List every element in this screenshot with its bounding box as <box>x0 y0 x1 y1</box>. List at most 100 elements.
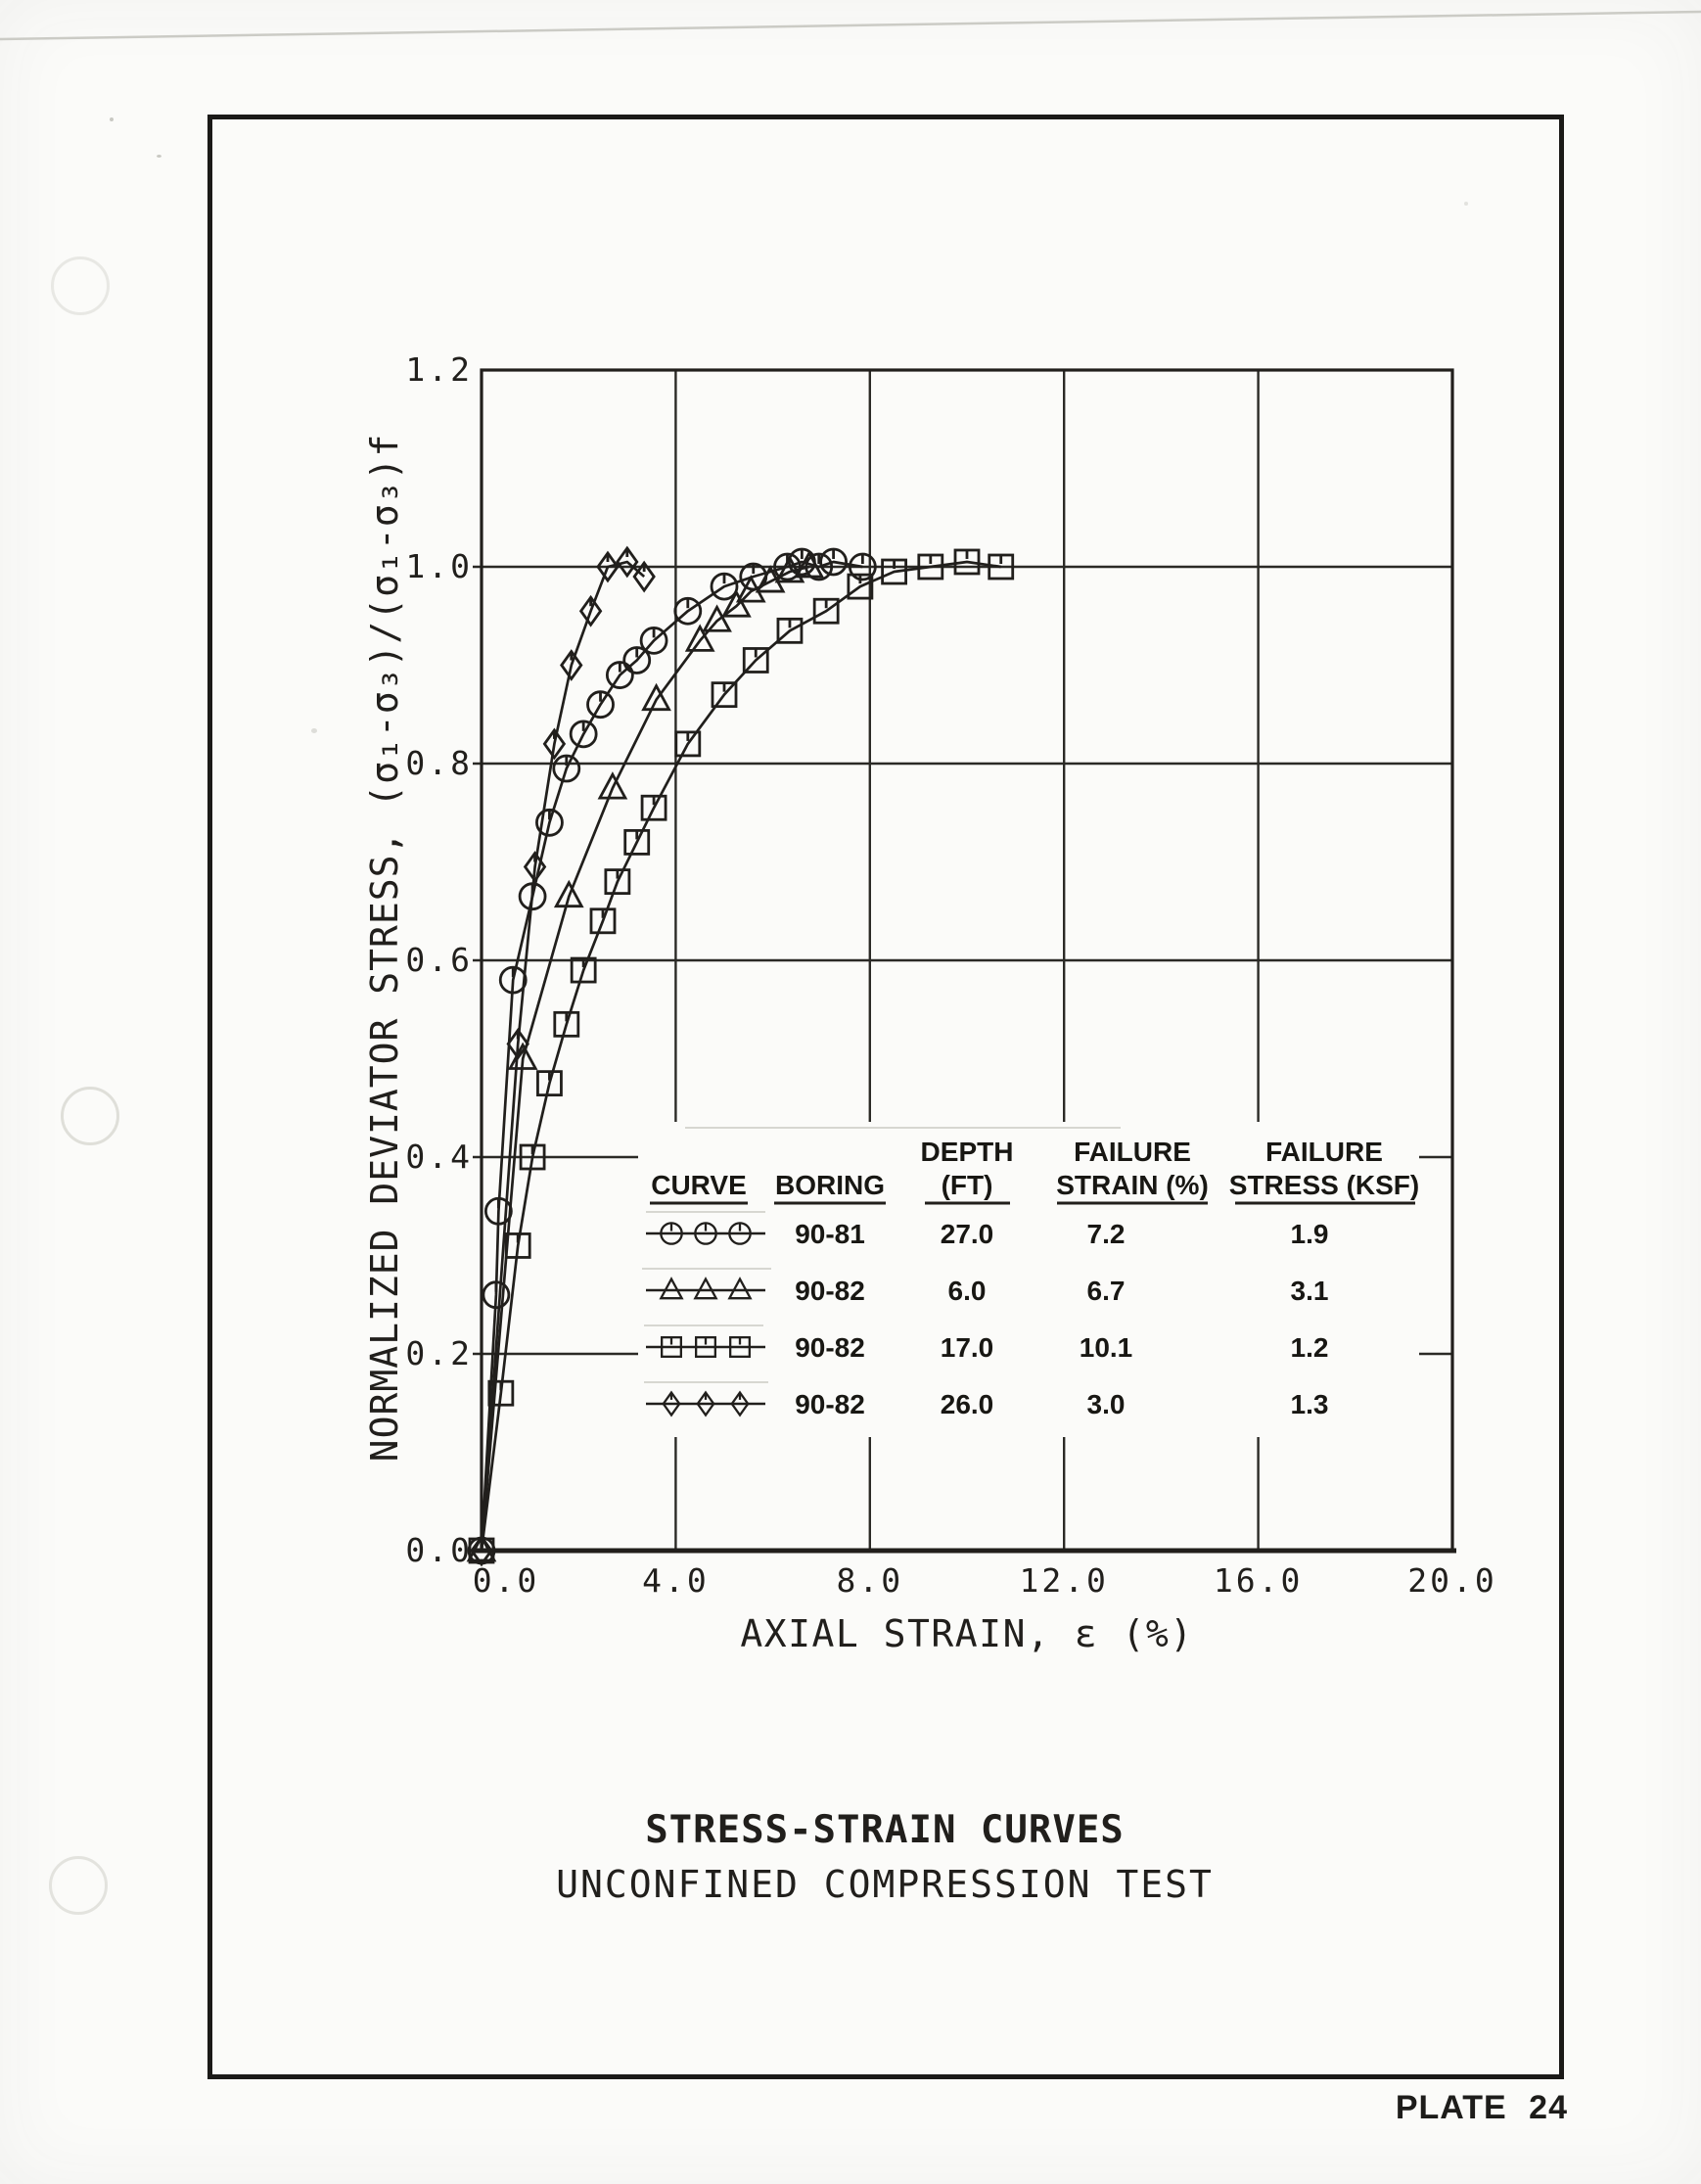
legend-panel <box>638 1122 1419 1437</box>
legend-value-boring: 90-81 <box>795 1219 865 1249</box>
triangle-marker <box>641 682 671 712</box>
circle-marker <box>552 754 581 783</box>
triangle-marker <box>553 879 584 908</box>
circle-marker <box>848 552 877 581</box>
square-marker <box>742 647 769 674</box>
diamond-marker-shape <box>523 851 547 883</box>
legend-value-boring: 90-82 <box>795 1276 865 1306</box>
x-tick-label: 16.0 <box>1214 1561 1303 1600</box>
x-axis-title: AXIAL STRAIN, ε (%) <box>740 1612 1193 1655</box>
circle-marker <box>622 646 652 674</box>
diamond-marker <box>506 1028 529 1060</box>
triangle-marker <box>774 555 805 583</box>
page-border-frame <box>207 115 1564 2079</box>
triangle-marker-shape <box>659 1277 684 1300</box>
legend-value-failure-strain: 3.0 <box>1087 1389 1126 1419</box>
square-marker <box>504 1232 531 1259</box>
legend-value-depth: 6.0 <box>948 1276 987 1306</box>
square-marker <box>674 730 702 758</box>
triangle-marker-shape <box>721 589 752 618</box>
y-tick-label: 0.0 <box>405 1531 473 1569</box>
legend-value-depth: 17.0 <box>941 1332 994 1363</box>
square-marker <box>604 868 631 895</box>
diamond-marker-shape <box>560 649 583 681</box>
hole-punch-top <box>51 256 110 315</box>
circle-marker <box>498 965 528 995</box>
legend-value-depth: 27.0 <box>941 1219 994 1249</box>
diamond-marker-shape <box>730 1390 750 1417</box>
diamond-marker-shape <box>578 594 603 627</box>
y-tick-label: 0.8 <box>405 744 473 782</box>
square-marker <box>812 597 840 625</box>
curve-diamond <box>480 560 646 1552</box>
legend-header-line2: STRESS (KSF) <box>1229 1170 1419 1200</box>
x-tick-label: 4.0 <box>642 1561 710 1600</box>
diamond-marker-shape <box>596 550 620 583</box>
chart-subtitle: UNCONFINED COMPRESSION TEST <box>556 1863 1214 1906</box>
legend-value-failure-strain: 6.7 <box>1087 1276 1126 1306</box>
circle-marker <box>673 596 703 626</box>
square-marker <box>640 794 667 821</box>
square-marker <box>570 956 597 984</box>
square-marker <box>519 1143 546 1171</box>
legend-value-failure-strain: 7.2 <box>1087 1219 1126 1249</box>
square-marker <box>487 1379 515 1407</box>
legend-header-line1: FAILURE <box>1074 1137 1191 1167</box>
triangle-marker-shape <box>693 1277 718 1300</box>
scan-speck <box>110 117 114 121</box>
triangle-marker <box>659 1277 684 1300</box>
scan-speck <box>157 155 161 158</box>
circle-marker-shape <box>660 1222 683 1245</box>
circle-marker <box>586 690 615 720</box>
legend-header-line2: BORING <box>775 1170 885 1200</box>
triangle-marker <box>702 604 732 632</box>
square-marker <box>711 681 738 709</box>
diamond-marker <box>470 1534 493 1567</box>
triangle-marker-shape <box>466 1534 497 1562</box>
diamond-marker <box>542 727 567 761</box>
legend-header-line2: CURVE <box>651 1170 747 1200</box>
diamond-marker <box>662 1390 681 1417</box>
triangle-marker-shape <box>597 771 628 800</box>
circle-marker <box>569 720 598 749</box>
triangle-marker-shape <box>727 1277 753 1300</box>
diamond-marker <box>616 545 639 579</box>
triangle-marker <box>597 771 628 800</box>
square-marker <box>729 1336 751 1358</box>
scan-speck <box>311 728 317 733</box>
triangle-marker <box>693 1277 718 1300</box>
circle-marker <box>605 661 634 689</box>
circle-marker-shape <box>694 1222 717 1245</box>
square-marker <box>589 907 617 935</box>
triangle-marker <box>727 1277 753 1300</box>
square-marker <box>623 829 651 856</box>
diamond-marker <box>578 594 603 627</box>
chart-title: STRESS-STRAIN CURVES <box>645 1808 1125 1852</box>
diamond-marker <box>560 649 583 681</box>
diamond-marker <box>596 550 620 583</box>
diamond-marker <box>523 851 547 883</box>
legend-header-line1: FAILURE <box>1265 1137 1383 1167</box>
diamond-marker-shape <box>662 1390 681 1417</box>
triangle-marker <box>466 1534 497 1562</box>
triangle-marker-shape <box>553 879 584 908</box>
triangle-marker-shape <box>774 555 805 583</box>
square-marker <box>847 573 874 600</box>
legend-value-depth: 26.0 <box>941 1389 994 1419</box>
legend-value-failure-stress: 1.9 <box>1291 1219 1329 1249</box>
circle-marker <box>728 1222 752 1245</box>
diamond-marker-shape <box>696 1390 715 1417</box>
circle-marker-shape <box>728 1222 752 1245</box>
square-marker <box>553 1010 580 1038</box>
legend-value-failure-stress: 1.2 <box>1291 1332 1329 1363</box>
triangle-marker-shape <box>794 550 825 579</box>
circle-marker <box>535 808 564 837</box>
hole-punch-bottom <box>49 1856 108 1915</box>
legend-header-line2: STRAIN (%) <box>1056 1170 1209 1200</box>
circle-marker <box>694 1222 717 1245</box>
y-tick-label: 1.2 <box>405 350 473 389</box>
legend-header-line2: (FT) <box>942 1170 993 1200</box>
